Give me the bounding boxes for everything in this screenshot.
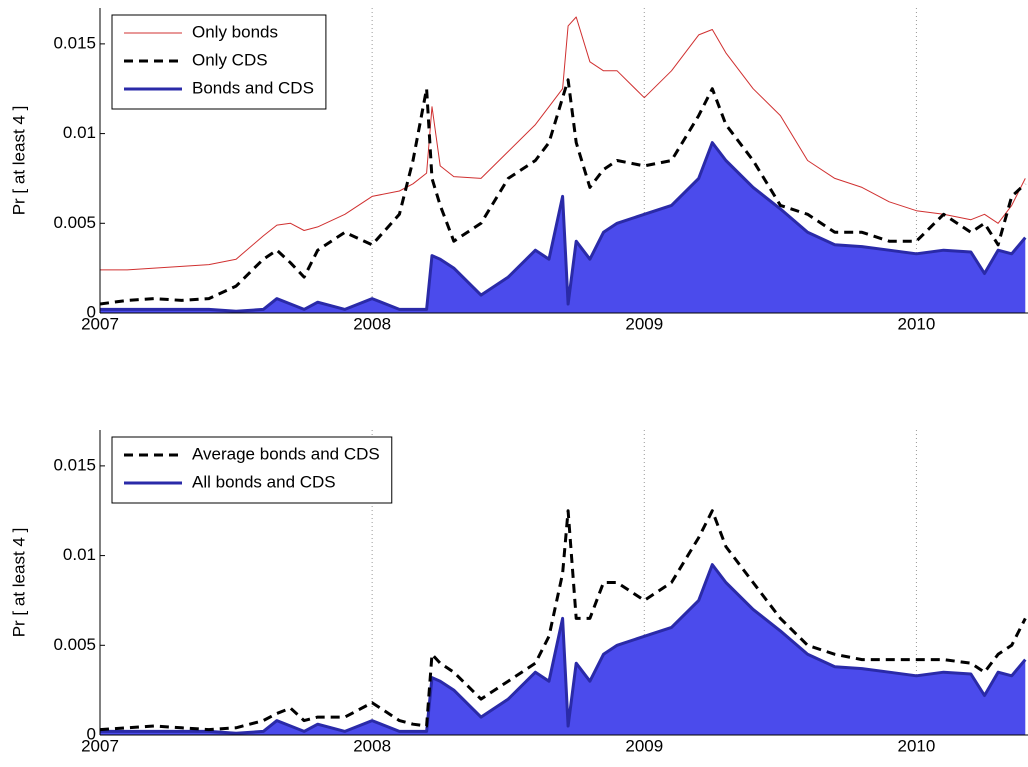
legend-box	[111, 436, 393, 504]
x-tick-label: 2008	[353, 314, 391, 333]
series-line	[100, 141, 1027, 313]
legend: Average bonds and CDS All bonds and CDS	[111, 436, 393, 504]
y-axis-label: Pr [ at least 4 ]	[9, 528, 28, 638]
series-line	[100, 16, 1026, 271]
y-tick-label: 0	[87, 724, 96, 743]
legend: Only bonds Only CDS Bonds and CDS	[111, 14, 327, 110]
x-tick-label: 2007	[81, 736, 119, 755]
area	[100, 564, 1026, 735]
x-tick-label: 2007	[81, 314, 119, 333]
y-tick-label: 0.015	[53, 33, 96, 52]
y-tick-label: 0.01	[63, 545, 96, 564]
y-tick-label: 0	[87, 302, 96, 321]
legend-label: Only CDS	[192, 50, 268, 69]
plot-area	[100, 16, 1027, 313]
x-tick-label: 2009	[625, 314, 663, 333]
legend-label: Only bonds	[192, 22, 278, 41]
y-tick-label: 0.005	[53, 635, 96, 654]
y-axis-label: Pr [ at least 4 ]	[9, 106, 28, 216]
y-tick-label: 0.015	[53, 455, 96, 474]
series-line	[100, 509, 1027, 732]
legend-label: Average bonds and CDS	[192, 444, 380, 463]
legend-label: All bonds and CDS	[192, 472, 336, 491]
x-tick-label: 2008	[353, 736, 391, 755]
y-tick-label: 0.01	[63, 123, 96, 142]
x-tick-label: 2010	[898, 736, 936, 755]
plot-area	[100, 509, 1027, 735]
y-tick-label: 0.005	[53, 213, 96, 232]
series-line	[100, 563, 1027, 735]
x-tick-label: 2010	[898, 314, 936, 333]
area	[100, 142, 1026, 313]
legend-label: Bonds and CDS	[192, 78, 314, 97]
x-tick-label: 2009	[625, 736, 663, 755]
